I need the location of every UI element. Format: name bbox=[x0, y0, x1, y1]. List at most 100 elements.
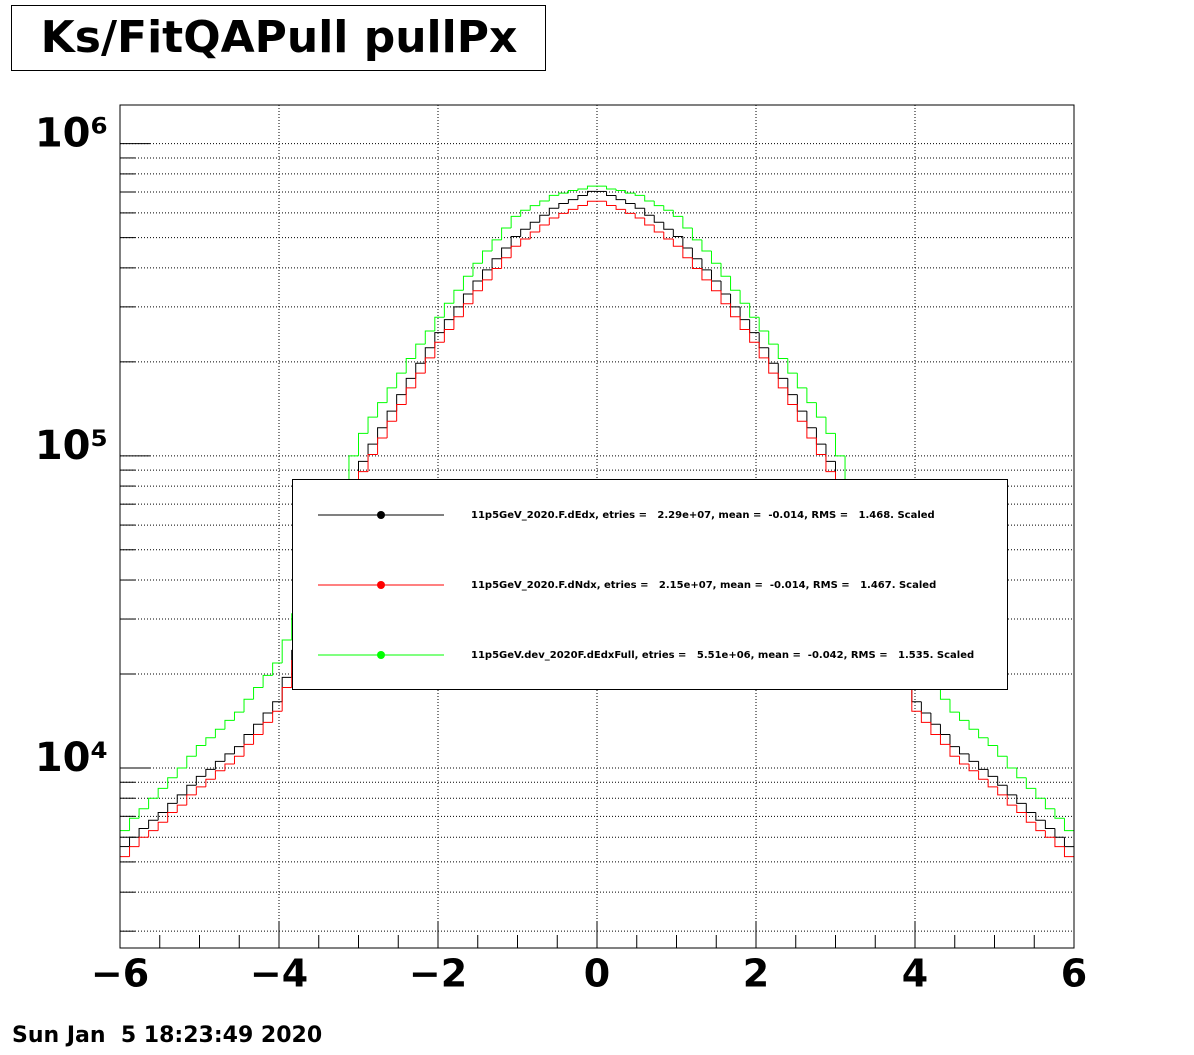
histogram-step bbox=[453, 289, 464, 304]
histogram-step bbox=[997, 786, 1008, 796]
histogram-step bbox=[567, 189, 578, 194]
histogram-step bbox=[214, 728, 225, 738]
histogram-step bbox=[548, 194, 559, 202]
histogram-step bbox=[663, 232, 674, 240]
histogram-step bbox=[415, 372, 426, 388]
histogram-step bbox=[377, 402, 388, 418]
histogram-step bbox=[233, 755, 245, 764]
histogram-step bbox=[739, 290, 750, 304]
histogram-step bbox=[710, 279, 722, 292]
histogram-step bbox=[978, 729, 989, 739]
y-tick-label: 10⁶ bbox=[35, 111, 108, 157]
histogram-step bbox=[367, 416, 378, 434]
histogram-step bbox=[720, 290, 731, 305]
histogram-step bbox=[634, 193, 645, 196]
histogram-step bbox=[233, 711, 245, 721]
histogram-step bbox=[777, 373, 788, 389]
histogram-step bbox=[148, 819, 159, 829]
histogram-step bbox=[262, 674, 273, 688]
histogram-step bbox=[253, 687, 264, 700]
histogram-step bbox=[815, 438, 826, 455]
histogram-step bbox=[1044, 830, 1055, 838]
histogram-step bbox=[644, 208, 655, 216]
histogram-step bbox=[1035, 788, 1046, 799]
histogram-step bbox=[739, 316, 750, 330]
histogram-step bbox=[253, 733, 264, 745]
histogram-step bbox=[443, 319, 454, 333]
histogram-step bbox=[367, 453, 378, 472]
histogram-step bbox=[758, 342, 769, 359]
histogram-step bbox=[1035, 812, 1046, 821]
legend-label: 11p5GeV_2020.F.dNdx, etries = 2.15e+07, … bbox=[471, 580, 936, 591]
histogram-step bbox=[796, 404, 807, 422]
histogram-step bbox=[949, 744, 960, 757]
histogram-step bbox=[214, 770, 225, 780]
histogram-step bbox=[529, 221, 540, 230]
histogram-step bbox=[987, 779, 998, 788]
histogram-step bbox=[224, 753, 235, 762]
histogram-step bbox=[768, 331, 779, 345]
histogram-step bbox=[167, 777, 178, 789]
histogram-step bbox=[930, 722, 941, 735]
histogram-step bbox=[243, 743, 254, 757]
histogram-step bbox=[453, 306, 464, 320]
histogram-step bbox=[224, 719, 235, 730]
histogram-step bbox=[978, 770, 989, 780]
histogram-step bbox=[186, 755, 197, 768]
histogram-step bbox=[205, 768, 216, 777]
histogram-step bbox=[701, 268, 712, 281]
histogram-step bbox=[472, 280, 483, 294]
histogram-step bbox=[491, 258, 502, 270]
histogram-step bbox=[567, 199, 578, 204]
histogram-step bbox=[262, 721, 273, 735]
histogram-step bbox=[577, 195, 588, 200]
x-tick-label: −4 bbox=[250, 952, 308, 996]
histogram-step bbox=[787, 387, 798, 406]
histogram-step bbox=[138, 808, 149, 819]
histogram-step bbox=[615, 205, 626, 210]
histogram-step bbox=[653, 224, 664, 233]
histogram-step bbox=[672, 210, 683, 217]
x-tick-label: 0 bbox=[584, 952, 610, 996]
histogram-step bbox=[959, 746, 970, 755]
histogram-step bbox=[281, 687, 292, 712]
histogram-step bbox=[634, 213, 645, 219]
histogram-step bbox=[730, 276, 741, 291]
histogram-step bbox=[186, 794, 197, 806]
histogram-step bbox=[710, 251, 722, 264]
histogram-step bbox=[482, 279, 493, 291]
histogram-step bbox=[472, 290, 483, 304]
histogram-step bbox=[920, 711, 931, 723]
histogram-step bbox=[405, 357, 416, 374]
histogram-step bbox=[1063, 818, 1074, 832]
histogram-step bbox=[1063, 846, 1074, 858]
histogram-step bbox=[214, 760, 225, 770]
histogram-step bbox=[825, 454, 836, 473]
histogram-step bbox=[663, 205, 674, 211]
histogram-step bbox=[129, 836, 140, 847]
histogram-step bbox=[758, 317, 769, 332]
histogram-step bbox=[987, 769, 998, 777]
histogram-step bbox=[730, 303, 741, 318]
histogram-step bbox=[606, 186, 617, 190]
histogram-step bbox=[625, 209, 636, 214]
histogram-step bbox=[567, 208, 578, 214]
histogram-step bbox=[815, 402, 826, 418]
histogram-step bbox=[672, 229, 683, 238]
histogram-step bbox=[1016, 794, 1027, 804]
histogram-step bbox=[482, 250, 493, 264]
histogram-step bbox=[396, 372, 407, 388]
histogram-step bbox=[691, 227, 702, 241]
histogram-step bbox=[453, 316, 464, 330]
histogram-step bbox=[701, 239, 712, 252]
histogram-step bbox=[653, 201, 664, 207]
histogram-step bbox=[253, 723, 264, 735]
histogram-step bbox=[205, 737, 216, 746]
footer-date: Sun Jan 5 18:23:49 2020 bbox=[12, 1023, 322, 1048]
histogram-step bbox=[272, 710, 283, 723]
histogram-step bbox=[424, 357, 435, 374]
histogram-step bbox=[510, 236, 521, 249]
histogram-step bbox=[272, 701, 283, 713]
y-tick-label: 10⁵ bbox=[35, 423, 108, 469]
histogram-step bbox=[491, 239, 502, 252]
